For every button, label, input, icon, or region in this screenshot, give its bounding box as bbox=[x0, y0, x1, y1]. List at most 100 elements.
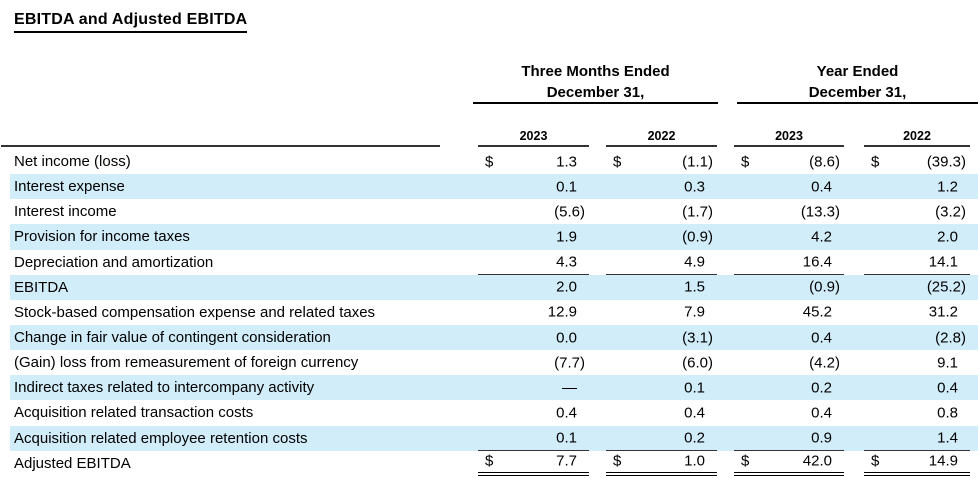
dollar-sign: $ bbox=[613, 452, 622, 470]
cell-value: (2.8) bbox=[935, 329, 966, 347]
cell-year-2023: (0.9) bbox=[734, 275, 844, 300]
row-label: Adjusted EBITDA bbox=[14, 454, 131, 472]
table-row: Indirect taxes related to intercompany a… bbox=[10, 375, 978, 401]
year-column-header: 2022 bbox=[606, 126, 717, 147]
cell-value: (25.2) bbox=[926, 278, 966, 296]
cell-value: 0.1 bbox=[556, 178, 577, 196]
group-header-line1: Year Ended bbox=[816, 63, 899, 80]
table-row: Change in fair value of contingent consi… bbox=[10, 324, 978, 351]
row-label: Acquisition related transaction costs bbox=[14, 404, 254, 422]
cell-three-months-2023: — bbox=[478, 375, 589, 400]
cell-year-2023: 0.2 bbox=[734, 375, 844, 400]
cell-three-months-2022: $ (1.1) bbox=[606, 149, 717, 174]
cell-value: 0.4 bbox=[684, 404, 705, 422]
cell-value: (5.6) bbox=[554, 203, 585, 221]
cell-value: 1.9 bbox=[556, 228, 577, 246]
cell-value: 0.1 bbox=[684, 379, 705, 397]
cell-year-2022: (3.2) bbox=[864, 199, 970, 224]
cell-value: 7.7 bbox=[556, 452, 577, 470]
cell-value: (39.3) bbox=[926, 153, 966, 171]
dollar-sign: $ bbox=[741, 153, 750, 171]
row-label: Net income (loss) bbox=[14, 153, 131, 170]
dollar-sign: $ bbox=[485, 153, 494, 171]
row-label: Stock-based compensation expense and rel… bbox=[14, 303, 376, 321]
cell-value: 16.4 bbox=[802, 253, 832, 271]
cell-value: (4.2) bbox=[809, 354, 840, 372]
cell-value: 1.5 bbox=[684, 278, 705, 296]
cell-value: 9.1 bbox=[937, 354, 958, 372]
table-row: Provision for income taxes 1.9 (0.9) 4.2… bbox=[10, 224, 978, 250]
cell-value: (0.9) bbox=[809, 278, 840, 296]
cell-value: 2.0 bbox=[937, 228, 958, 246]
cell-value: 14.1 bbox=[928, 253, 958, 271]
cell-year-2023: 16.4 bbox=[734, 250, 844, 275]
cell-value: 2.0 bbox=[556, 278, 577, 296]
cell-year-2023: 4.2 bbox=[734, 224, 844, 249]
cell-three-months-2022: $1.0 bbox=[606, 451, 717, 476]
cell-value: 0.4 bbox=[937, 379, 958, 397]
cell-three-months-2022: (3.1) bbox=[606, 325, 717, 350]
cell-year-2023: 0.4 bbox=[734, 325, 844, 350]
cell-three-months-2022: 0.2 bbox=[606, 426, 717, 451]
cell-three-months-2023: 0.1 bbox=[478, 426, 589, 451]
cell-value: 0.0 bbox=[556, 329, 577, 347]
cell-value: 0.4 bbox=[556, 404, 577, 422]
dollar-sign: $ bbox=[613, 153, 622, 171]
year-column-header: 2022 bbox=[864, 126, 970, 147]
row-label: Provision for income taxes bbox=[14, 228, 190, 246]
cell-three-months-2022: 0.1 bbox=[606, 375, 717, 400]
cell-year-2022: 0.4 bbox=[864, 375, 970, 400]
cell-year-2023: 0.4 bbox=[734, 174, 844, 199]
table-row: Interest expense 0.1 0.3 0.4 1.2 bbox=[10, 174, 978, 200]
cell-value: (13.3) bbox=[800, 203, 840, 221]
cell-year-2022: (25.2) bbox=[864, 275, 970, 300]
cell-value: (7.7) bbox=[554, 354, 585, 372]
row-label: EBITDA bbox=[14, 278, 69, 296]
cell-year-2023: $42.0 bbox=[734, 451, 844, 476]
dollar-sign: $ bbox=[485, 452, 494, 470]
cell-year-2022: 0.8 bbox=[864, 400, 970, 425]
cell-three-months-2022: 0.3 bbox=[606, 174, 717, 199]
cell-value: 4.3 bbox=[556, 253, 577, 271]
row-label: Depreciation and amortization bbox=[14, 253, 214, 271]
cell-value: 1.4 bbox=[937, 429, 958, 447]
cell-three-months-2023: 1.9 bbox=[478, 224, 589, 249]
year-column-header: 2023 bbox=[478, 126, 589, 147]
cell-year-2023: (13.3) bbox=[734, 199, 844, 224]
cell-year-2022: $14.9 bbox=[864, 451, 970, 476]
row-label: Change in fair value of contingent consi… bbox=[14, 328, 331, 346]
row-label: Acquisition related employee retention c… bbox=[14, 429, 308, 447]
cell-value: 1.3 bbox=[556, 153, 577, 171]
table-row: Interest income (5.6) (1.7) (13.3) (3.2) bbox=[10, 199, 978, 224]
cell-year-2022: $ (39.3) bbox=[864, 149, 970, 174]
dollar-sign: $ bbox=[741, 452, 750, 470]
cell-value: 0.2 bbox=[811, 379, 832, 397]
cell-three-months-2023: 2.0 bbox=[478, 275, 589, 300]
table-row: (Gain) loss from remeasurement of foreig… bbox=[10, 350, 978, 375]
cell-value: 7.9 bbox=[684, 303, 705, 321]
dollar-sign: $ bbox=[871, 153, 880, 171]
cell-value: 4.2 bbox=[811, 228, 832, 246]
table-row: Net income (loss) $1.3 $ (1.1) $ (8.6) $ (3… bbox=[10, 149, 978, 174]
cell-year-2022: 31.2 bbox=[864, 300, 970, 325]
group-header-line2: December 31, bbox=[808, 84, 907, 101]
cell-year-2023: (4.2) bbox=[734, 350, 844, 375]
cell-year-2023: 0.4 bbox=[734, 400, 844, 425]
row-label: Interest income bbox=[14, 203, 117, 221]
cell-three-months-2022: (0.9) bbox=[606, 224, 717, 249]
cell-value: 0.4 bbox=[811, 178, 832, 196]
column-group-header-year-ended: Year Ended December 31, bbox=[737, 61, 978, 104]
cell-three-months-2023: $7.7 bbox=[478, 451, 589, 476]
cell-three-months-2023: (7.7) bbox=[478, 350, 589, 375]
cell-three-months-2022: 0.4 bbox=[606, 400, 717, 425]
cell-three-months-2022: (1.7) bbox=[606, 199, 717, 224]
cell-three-months-2023: $1.3 bbox=[478, 149, 589, 174]
cell-value: 12.9 bbox=[547, 303, 577, 321]
table-row: Depreciation and amortization 4.3 4.9 16… bbox=[10, 250, 978, 275]
cell-three-months-2023: 0.1 bbox=[478, 174, 589, 199]
cell-year-2022: 14.1 bbox=[864, 250, 970, 275]
cell-value: (6.0) bbox=[682, 354, 713, 372]
cell-value: (8.6) bbox=[809, 153, 840, 171]
cell-value: 0.1 bbox=[556, 429, 577, 447]
